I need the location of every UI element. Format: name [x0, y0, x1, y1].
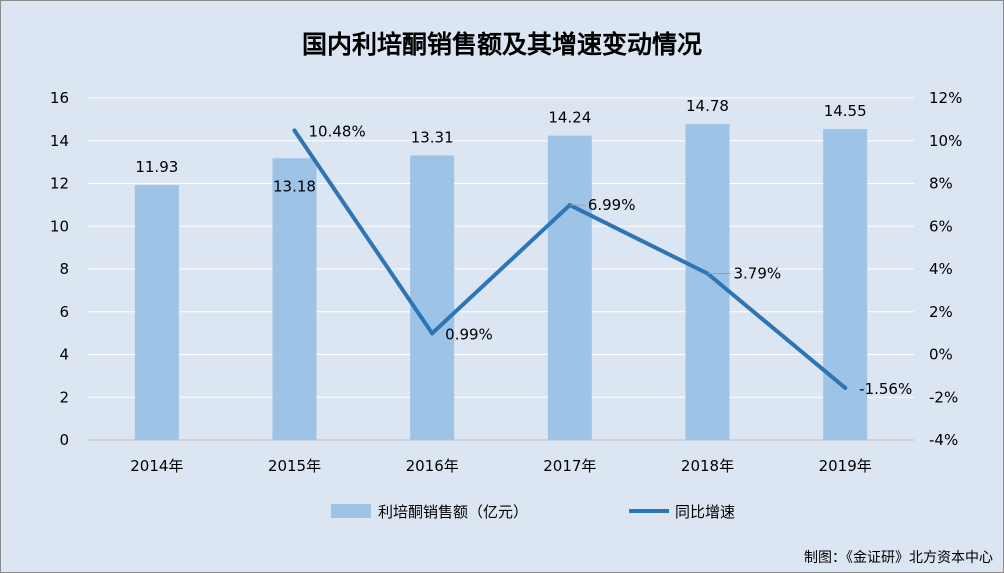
y-right-tick-label: -2% [929, 388, 958, 406]
line-value-label: 10.48% [309, 122, 366, 140]
bar [547, 135, 592, 440]
y-left-tick-label: 0 [59, 431, 69, 449]
line-value-label: 6.99% [588, 196, 636, 214]
legend-bar-label: 利培酮销售额（亿元） [378, 503, 528, 521]
bar-value-label: 14.55 [824, 102, 867, 120]
y-left-tick-label: 12 [50, 175, 69, 193]
y-left-tick-label: 6 [59, 303, 69, 321]
y-left-tick-label: 2 [59, 388, 69, 406]
x-tick-label: 2016年 [406, 457, 459, 475]
bar-value-label: 14.78 [686, 97, 729, 115]
y-left-tick-label: 16 [50, 89, 69, 107]
y-left-tick-label: 14 [50, 132, 69, 150]
x-tick-label: 2015年 [268, 457, 321, 475]
y-right-tick-label: 6% [929, 217, 953, 235]
bar [134, 184, 179, 440]
y-right-tick-label: 2% [929, 303, 953, 321]
y-right-tick-label: 4% [929, 260, 953, 278]
x-tick-label: 2014年 [130, 457, 183, 475]
line-value-label: 0.99% [445, 325, 493, 343]
legend-line-label: 同比增速 [675, 503, 735, 521]
legend: 利培酮销售额（亿元） 同比增速 [331, 503, 735, 521]
y-left-tick-label: 4 [59, 346, 69, 364]
y-left-tick-label: 8 [59, 260, 69, 278]
bar-value-label: 11.93 [135, 158, 178, 176]
bar-series [134, 124, 868, 440]
y-right-tick-label: 0% [929, 346, 953, 364]
growth-point [292, 128, 297, 133]
growth-point [843, 385, 848, 390]
y-right-tick-label: 12% [929, 89, 962, 107]
x-tick-label: 2018年 [681, 457, 734, 475]
growth-point [430, 331, 435, 336]
bar [410, 155, 455, 440]
y-right-tick-label: -4% [929, 431, 958, 449]
bar-value-label: 13.18 [273, 177, 316, 195]
chart-title: 国内利培酮销售额及其增速变动情况 [302, 30, 702, 59]
x-tick-label: 2017年 [543, 457, 596, 475]
y-left-tick-label: 10 [50, 217, 69, 235]
source-note: 制图：《金证研》北方资本中心 [804, 550, 993, 566]
data-labels: 11.93 13.18 13.31 14.24 14.78 14.55 10.48% 0.99… [135, 97, 912, 398]
line-value-label: 3.79% [734, 264, 782, 282]
x-tick-label: 2019年 [819, 457, 872, 475]
bar-value-label: 13.31 [411, 128, 454, 146]
y-right-tick-label: 8% [929, 175, 953, 193]
axes: 0 2 4 6 8 10 12 14 16 -4% -2% 0% 2% 4% 6% 8% 10% 12% 2014年… [50, 89, 962, 475]
grid-lines [88, 97, 914, 398]
bar [685, 124, 730, 440]
bar [272, 158, 317, 440]
legend-bar-swatch [331, 504, 371, 518]
bar-value-label: 14.24 [548, 109, 591, 127]
line-value-label: -1.56% [859, 380, 912, 398]
y-right-tick-label: 10% [929, 132, 962, 150]
